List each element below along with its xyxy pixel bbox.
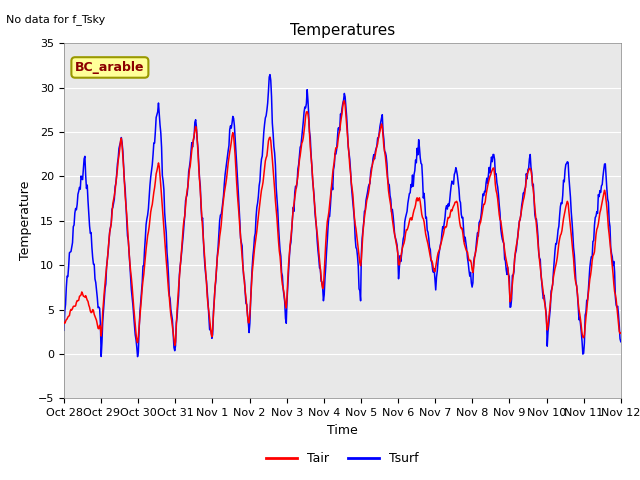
Y-axis label: Temperature: Temperature [19, 181, 33, 261]
Text: BC_arable: BC_arable [75, 61, 145, 74]
X-axis label: Time: Time [327, 424, 358, 437]
Title: Temperatures: Temperatures [290, 23, 395, 38]
Text: No data for f_Tsky: No data for f_Tsky [6, 14, 106, 25]
Legend: Tair, Tsurf: Tair, Tsurf [261, 447, 424, 470]
